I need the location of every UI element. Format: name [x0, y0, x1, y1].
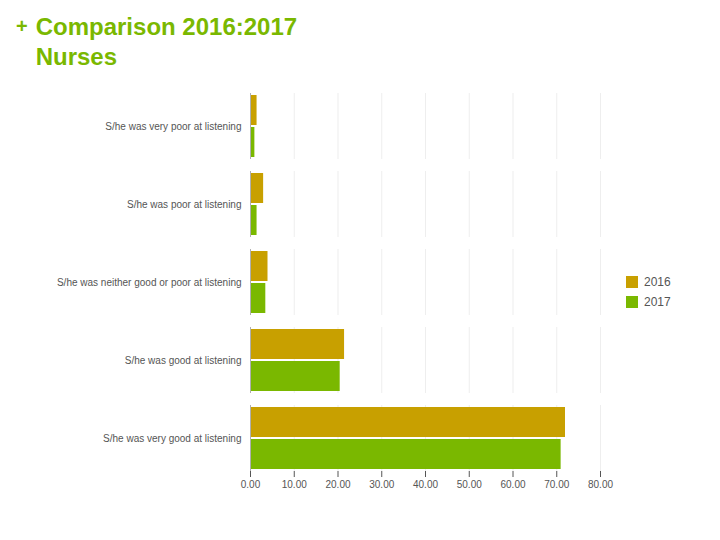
- svg-text:20.00: 20.00: [325, 479, 350, 490]
- svg-text:30.00: 30.00: [369, 479, 394, 490]
- svg-text:80.00: 80.00: [588, 479, 613, 490]
- html-text:2017: 2017: [644, 295, 671, 309]
- svg-text:S/he was very good at listenin: S/he was very good at listening: [103, 433, 241, 444]
- html-text:2016: 2016: [644, 275, 671, 289]
- svg-text:S/he was poor at listening: S/he was poor at listening: [127, 199, 242, 210]
- svg-text:10.00: 10.00: [282, 479, 307, 490]
- html-text:+ Comparison 2016:2017: + Comparison 2016:2017: [16, 13, 298, 40]
- svg-text:70.00: 70.00: [544, 479, 569, 490]
- svg-text:0.00: 0.00: [241, 479, 261, 490]
- svg-text:S/he was very poor at listenin: S/he was very poor at listening: [105, 121, 241, 132]
- svg-text:40.00: 40.00: [413, 479, 438, 490]
- svg-text:S/he was neither good or poor: S/he was neither good or poor at listeni…: [57, 277, 242, 288]
- svg-text:60.00: 60.00: [500, 479, 525, 490]
- svg-text:50.00: 50.00: [457, 479, 482, 490]
- html-text:Nurses: Nurses: [35, 43, 118, 70]
- svg-text:S/he was good at listening: S/he was good at listening: [125, 355, 242, 366]
